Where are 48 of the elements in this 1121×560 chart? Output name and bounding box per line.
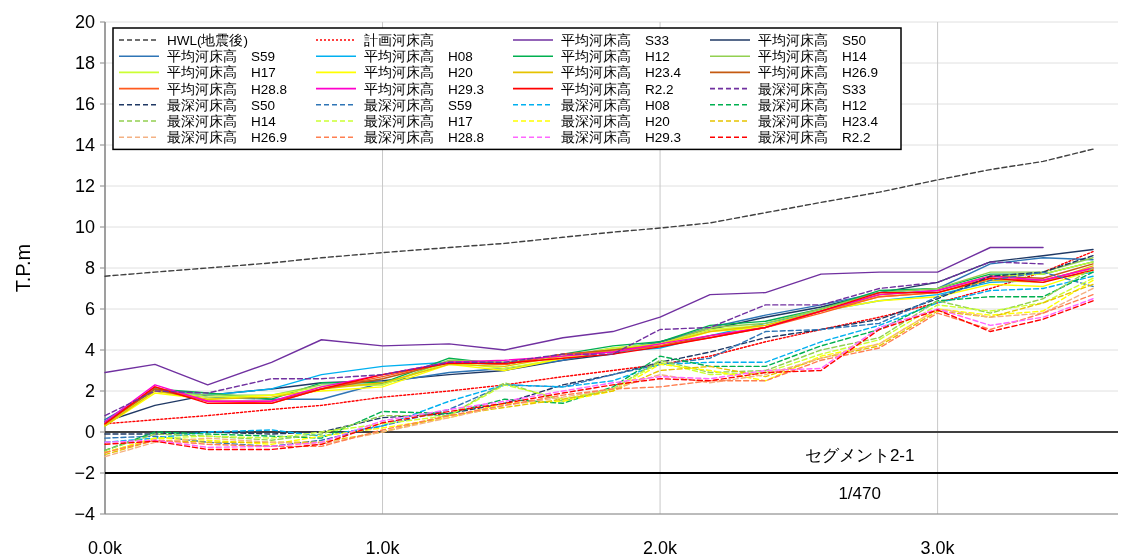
x-tick-label: 1.0k <box>365 538 401 558</box>
y-tick-label: −2 <box>74 463 95 483</box>
annotation: 1/470 <box>838 484 881 503</box>
legend-label: 最深河床高 H28.8 <box>364 130 485 146</box>
legend-label: 平均河床高 R2.2 <box>561 81 674 97</box>
legend-label: 平均河床高 S33 <box>561 33 670 48</box>
annotation: セグメント2-1 <box>804 446 915 465</box>
legend-label: 平均河床高 H12 <box>561 49 670 65</box>
x-tick-label: 0.0k <box>87 538 124 558</box>
legend-label: 最深河床高 H23.4 <box>758 114 879 129</box>
legend-label: 最深河床高 H26.9 <box>167 130 288 146</box>
y-tick-label: 16 <box>74 94 95 114</box>
y-tick-label: 0 <box>84 422 95 442</box>
y-tick-label: 4 <box>84 340 95 360</box>
legend-label: 最深河床高 S59 <box>364 97 473 113</box>
y-tick-label: 2 <box>84 381 95 401</box>
legend-label: 最深河床高 S50 <box>167 97 276 113</box>
y-tick-label: 12 <box>74 176 95 196</box>
y-axis-title: T.P.m <box>12 243 34 293</box>
y-tick-label: 20 <box>74 12 95 32</box>
legend-label: 最深河床高 H29.3 <box>561 130 682 146</box>
x-tick-label: 2.0k <box>643 538 679 558</box>
legend-label: 平均河床高 S59 <box>167 49 276 65</box>
legend-label: 平均河床高 S50 <box>758 33 867 48</box>
legend-label: 平均河床高 H29.3 <box>364 81 485 97</box>
legend-label: 最深河床高 S33 <box>758 81 867 97</box>
y-tick-label: 8 <box>84 258 95 278</box>
y-tick-label: 10 <box>74 217 95 237</box>
legend-label: 最深河床高 H08 <box>561 97 670 113</box>
legend-label: 平均河床高 H28.8 <box>167 81 288 97</box>
legend-label: 最深河床高 H14 <box>167 114 277 129</box>
legend-label: HWL(地震後) <box>167 33 248 48</box>
legend-label: 最深河床高 R2.2 <box>758 130 871 146</box>
x-tick-label: 3.0k <box>920 538 956 558</box>
legend-label: 平均河床高 H08 <box>364 49 473 65</box>
legend-label: 平均河床高 H14 <box>758 49 868 65</box>
legend-label: 平均河床高 H23.4 <box>561 65 682 81</box>
y-tick-label: 6 <box>84 299 95 319</box>
legend-label: 最深河床高 H17 <box>364 114 473 129</box>
legend-label: 最深河床高 H12 <box>758 97 867 113</box>
legend-label: 最深河床高 H20 <box>561 114 670 129</box>
y-tick-label: 18 <box>74 53 95 73</box>
legend-label: 平均河床高 H26.9 <box>758 65 879 81</box>
y-tick-label: 14 <box>74 135 95 155</box>
legend-label: 計画河床高 <box>364 33 434 48</box>
legend-label: 平均河床高 H17 <box>167 65 276 81</box>
y-tick-label: −4 <box>74 504 95 524</box>
legend-label: 平均河床高 H20 <box>364 65 473 81</box>
